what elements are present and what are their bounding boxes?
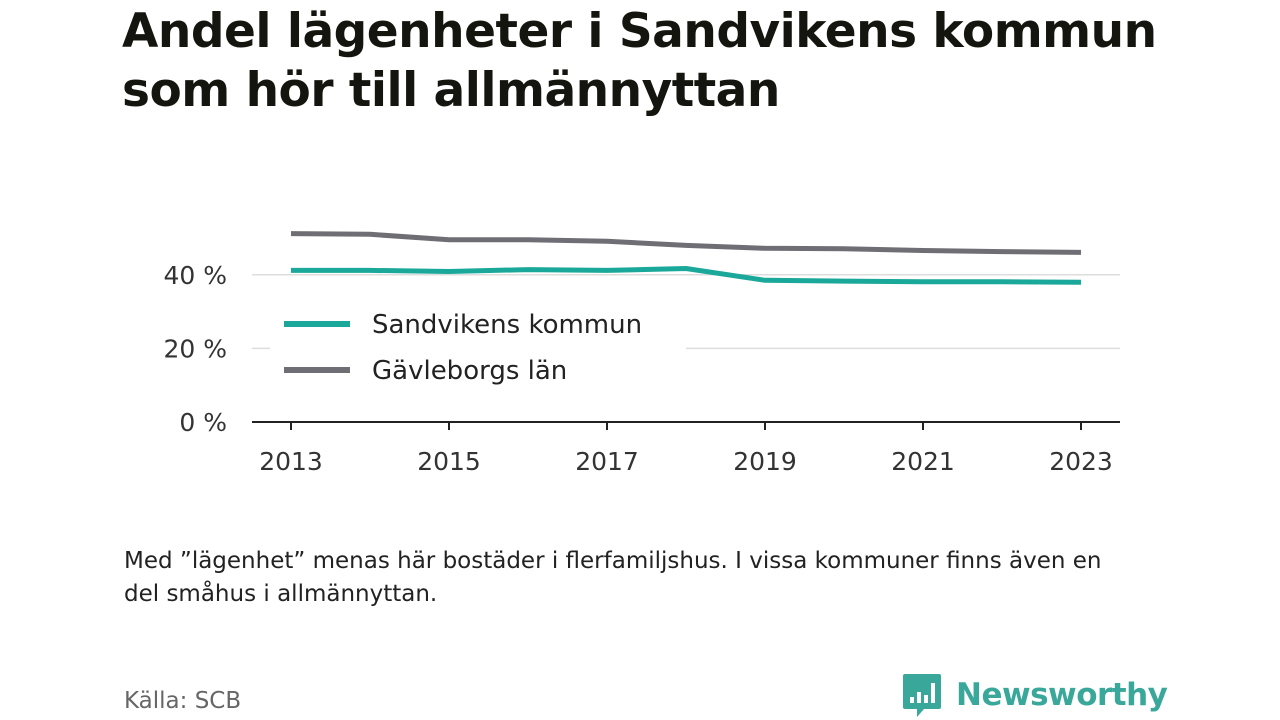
series-line-gavleborgs-lan — [290, 231, 1082, 255]
x-tick-label: 2015 — [417, 447, 481, 476]
y-tick-label: 0 % — [179, 408, 227, 437]
brand-name: Newsworthy — [956, 677, 1168, 713]
legend-background — [270, 298, 686, 398]
chart-note: Med ”lägenhet” menas här bostäder i fler… — [124, 548, 1102, 607]
x-tick-label: 2017 — [575, 447, 639, 476]
x-tick-label: 2019 — [733, 447, 797, 476]
series-lines — [290, 231, 1082, 285]
newsworthy-logo-icon — [903, 674, 941, 717]
series-line-sandvikens-kommun — [291, 266, 1082, 285]
legend: Sandvikens kommun Gävleborgs län — [270, 298, 686, 398]
chart-title: Andel lägenheter i Sandvikens kommun som… — [122, 4, 1157, 118]
x-tick-label: 2023 — [1049, 447, 1113, 476]
x-tick-label: 2013 — [259, 447, 323, 476]
source-label: Källa: SCB — [124, 688, 242, 714]
brand-logo: Newsworthy — [902, 670, 1168, 720]
legend-label: Gävleborgs län — [372, 356, 567, 386]
y-tick-label: 40 % — [163, 261, 227, 290]
y-tick-label: 20 % — [163, 334, 227, 363]
x-tick-label: 2021 — [891, 447, 955, 476]
axes: 0 % 20 % 40 % 2013 2015 2017 2019 2021 2023 — [163, 261, 1120, 476]
legend-label: Sandvikens kommun — [372, 310, 642, 340]
